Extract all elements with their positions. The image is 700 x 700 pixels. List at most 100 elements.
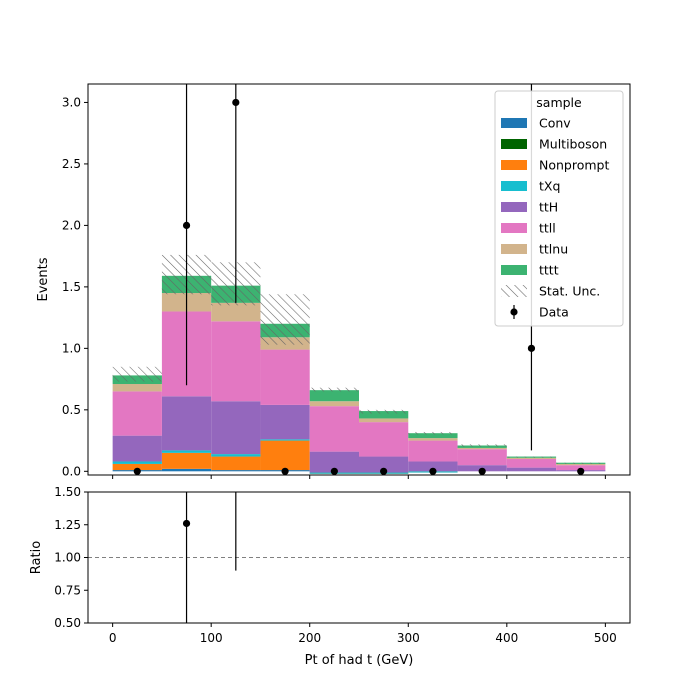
bar-ttlnu [112, 384, 162, 392]
bar-tth [112, 435, 162, 462]
stat-unc-rect [359, 409, 409, 414]
legend-swatch-conv [501, 118, 527, 128]
bar-txq [211, 454, 261, 457]
legend-swatch-tttt [501, 265, 527, 275]
main-y-tick-label: 0.5 [62, 403, 81, 417]
legend-swatch-ttlnu [501, 244, 527, 254]
bar-tth [309, 451, 359, 473]
bar-tttt [408, 433, 458, 439]
data-point [478, 467, 486, 475]
legend-label-txq: tXq [539, 179, 560, 194]
stat-unc-rect [408, 431, 458, 435]
main-y-axis-label: Events [36, 257, 51, 301]
main-plot-area [112, 254, 606, 474]
main-y-tick-label: 1.0 [62, 341, 81, 355]
main-y-tick-label: 1.5 [62, 280, 81, 294]
bar-ttlnu [556, 463, 606, 466]
legend-swatch-nonprompt [501, 160, 527, 170]
bar-nonprompt [211, 456, 261, 471]
legend-label-multiboson: Multiboson [539, 137, 607, 152]
data-point [133, 467, 141, 475]
legend-title: sample [536, 95, 582, 110]
bar-tth [211, 401, 261, 455]
bar-txq [161, 450, 212, 453]
legend-label-nonprompt: Nonprompt [539, 158, 609, 173]
ratio-y-tick-label: 1.50 [54, 485, 81, 499]
series-ttll [112, 311, 606, 471]
legend-label-ttlnu: ttlnu [539, 242, 568, 257]
ratio-y-tick-label: 0.75 [54, 583, 81, 597]
bar-ttll [260, 349, 310, 405]
ratio-y-axis-label: Ratio [29, 541, 44, 574]
stat-unc-rect [112, 366, 162, 382]
stat-unc-rect [309, 387, 359, 392]
bar-ttll [112, 391, 162, 436]
data-point [232, 98, 240, 107]
main-frame [87, 83, 631, 476]
ratio-plot-area [88, 492, 630, 623]
legend-label-ttll: ttll [539, 221, 556, 236]
legend-label-stat-unc: Stat. Unc. [539, 284, 600, 299]
legend-swatch-ttll [501, 223, 527, 233]
bar-tttt [309, 390, 359, 402]
ratio-frame [87, 491, 631, 624]
x-axis-label: Pt of had t (GeV) [305, 653, 414, 668]
ratio-y-tick-label: 0.50 [54, 616, 81, 630]
bar-nonprompt [260, 440, 310, 471]
main-panel: 0.0 0.5 1.0 1.5 2.0 2.5 3.0 Events [36, 83, 631, 479]
ratio-y-tick-label: 1.00 [54, 551, 81, 565]
bar-ttll [408, 440, 458, 462]
bar-ttll [506, 459, 557, 468]
ratio-y-tick-label: 1.25 [54, 518, 81, 532]
bar-tth [161, 396, 212, 451]
bar-ttll [211, 321, 261, 402]
bar-ttll [359, 422, 409, 457]
bar-tth [506, 467, 557, 472]
bar-tttt [359, 411, 409, 419]
legend-data-marker [510, 308, 518, 316]
bar-txq [260, 439, 310, 441]
bar-ttll [457, 449, 507, 466]
bar-nonprompt [112, 463, 162, 471]
data-point [330, 467, 338, 475]
legend-swatch-txq [501, 181, 527, 191]
data-point [577, 467, 585, 475]
series-tth [112, 396, 606, 473]
bar-tth [408, 461, 458, 472]
data-point [182, 221, 191, 229]
bar-txq [112, 461, 162, 464]
legend-swatch-multiboson [501, 139, 527, 149]
bar-conv [211, 470, 261, 472]
main-y-tick-label: 3.0 [62, 95, 81, 109]
bar-ttll [556, 465, 606, 471]
series-nonprompt [112, 440, 458, 474]
bar-ttlnu [408, 438, 458, 441]
bar-tth [260, 404, 310, 440]
legend-label-tth: ttH [539, 200, 558, 215]
bar-ttlnu [457, 447, 507, 450]
bar-ttll [309, 406, 359, 452]
data-point [380, 467, 388, 475]
bar-ttlnu [506, 457, 557, 460]
data-point [527, 344, 536, 352]
bar-tth [359, 456, 409, 473]
main-y-tick-label: 2.5 [62, 157, 81, 171]
stat-unc-rect [506, 456, 557, 458]
legend: sample Conv Multiboson Nonprompt tXq ttH ttll t… [494, 90, 624, 327]
ratio-x-tick-label: 500 [594, 631, 617, 645]
ratio-x-tick-label: 100 [200, 631, 223, 645]
ratio-point [182, 519, 191, 528]
data-point [281, 467, 289, 475]
bar-conv [161, 468, 212, 472]
legend-swatch-stat-unc [501, 285, 527, 297]
stat-unc-rect [260, 294, 310, 345]
stat-unc-rect [556, 462, 606, 464]
ratio-x-tick-label: 400 [495, 631, 518, 645]
ratio-x-tick-label: 200 [298, 631, 321, 645]
bar-ttlnu [309, 401, 359, 407]
legend-swatch-tth [501, 202, 527, 212]
bar-ttlnu [211, 302, 261, 322]
bar-nonprompt [161, 452, 212, 469]
ratio-x-tick-label: 0 [109, 631, 117, 645]
